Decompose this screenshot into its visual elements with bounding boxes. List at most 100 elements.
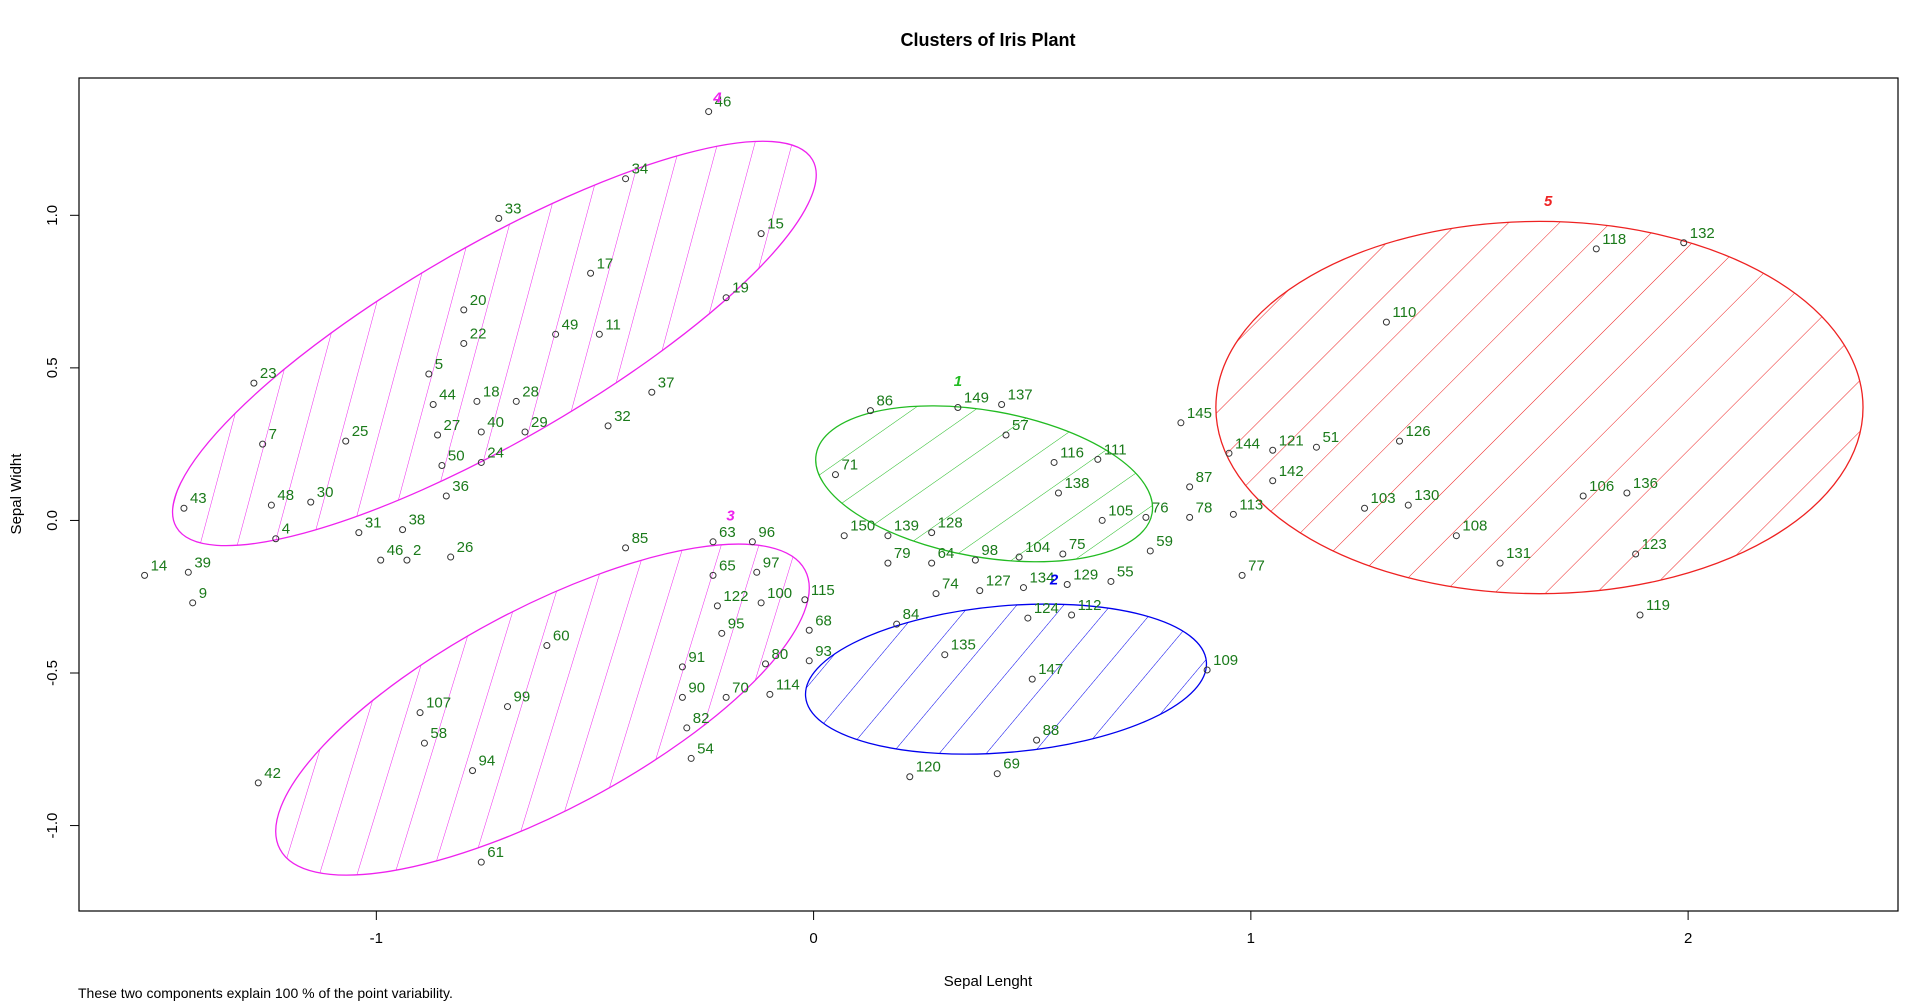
point-label-44: 44 xyxy=(439,386,456,403)
point-68 xyxy=(805,626,813,634)
point-label-30: 30 xyxy=(317,484,334,501)
point-label-68: 68 xyxy=(815,612,832,629)
point-label-132: 132 xyxy=(1690,225,1715,242)
point-122 xyxy=(713,602,721,610)
point-label-99: 99 xyxy=(514,689,531,706)
point-label-4: 4 xyxy=(282,521,290,538)
point-78 xyxy=(1186,513,1194,521)
point-69 xyxy=(993,770,1001,778)
point-116 xyxy=(1050,458,1058,466)
point-74 xyxy=(932,590,940,598)
point-90 xyxy=(678,693,686,701)
point-64 xyxy=(928,559,936,567)
point-149 xyxy=(954,404,962,412)
point-34 xyxy=(622,175,630,183)
point-93 xyxy=(805,657,813,665)
point-label-149: 149 xyxy=(964,390,989,407)
point-label-128: 128 xyxy=(938,515,963,532)
point-label-33: 33 xyxy=(505,200,522,217)
point-label-126: 126 xyxy=(1406,423,1431,440)
point-label-138: 138 xyxy=(1064,475,1089,492)
point-14 xyxy=(141,571,149,579)
point-145 xyxy=(1177,419,1185,427)
plot-frame xyxy=(78,77,1899,912)
point-label-105: 105 xyxy=(1108,502,1133,519)
point-label-111: 111 xyxy=(1104,441,1127,458)
cluster-labels: 1 2 3 4 5 xyxy=(712,89,1553,588)
point-label-7: 7 xyxy=(269,426,277,443)
point-15 xyxy=(757,230,765,238)
point-131 xyxy=(1496,559,1504,567)
point-129 xyxy=(1063,581,1071,589)
point-37 xyxy=(648,388,656,396)
chart-title: Clusters of Iris Plant xyxy=(900,30,1075,50)
point-136 xyxy=(1623,489,1631,497)
point-139 xyxy=(884,532,892,540)
point-71 xyxy=(831,471,839,479)
cluster-2-label: 2 xyxy=(1049,572,1059,589)
point-24 xyxy=(477,458,485,466)
x-axis-label: Sepal Lenght xyxy=(944,973,1033,990)
y-tick-label: 1.0 xyxy=(44,205,61,226)
point-label-28: 28 xyxy=(522,383,539,400)
point-label-58: 58 xyxy=(430,725,447,742)
point-label-64: 64 xyxy=(938,545,955,562)
point-label-119: 119 xyxy=(1646,597,1670,614)
point-46 xyxy=(377,556,385,564)
point-103 xyxy=(1361,504,1369,512)
variability-caption: These two components explain 100 % of th… xyxy=(78,985,453,1001)
point-39 xyxy=(184,568,192,576)
point-label-27: 27 xyxy=(444,417,461,434)
point-7 xyxy=(259,440,267,448)
point-label-118: 118 xyxy=(1602,231,1626,248)
point-label-63: 63 xyxy=(719,524,736,541)
point-110 xyxy=(1382,318,1390,326)
point-label-145: 145 xyxy=(1187,405,1212,422)
point-label-31: 31 xyxy=(365,515,382,532)
point-49 xyxy=(552,330,560,338)
point-label-17: 17 xyxy=(597,255,614,272)
point-4 xyxy=(272,535,280,543)
point-label-46: 46 xyxy=(387,542,404,559)
y-tick-label: 0.5 xyxy=(44,357,61,378)
cluster-4-label: 4 xyxy=(712,89,722,106)
point-label-103: 103 xyxy=(1371,490,1396,507)
cluster-3-ellipse xyxy=(275,543,810,876)
point-label-70: 70 xyxy=(732,679,749,696)
point-label-5: 5 xyxy=(435,356,443,373)
point-label-24: 24 xyxy=(487,444,504,461)
point-label-134: 134 xyxy=(1029,570,1054,587)
point-100 xyxy=(757,599,765,607)
point-96 xyxy=(748,538,756,546)
point-label-97: 97 xyxy=(763,554,780,571)
point-label-108: 108 xyxy=(1462,518,1487,535)
point-104 xyxy=(1015,553,1023,561)
point-76 xyxy=(1142,513,1150,521)
point-85 xyxy=(622,544,630,552)
point-label-77: 77 xyxy=(1248,557,1265,574)
y-tick-label: -0.5 xyxy=(44,660,61,686)
point-23 xyxy=(250,379,258,387)
point-label-110: 110 xyxy=(1392,304,1416,321)
point-22 xyxy=(460,339,468,347)
point-label-130: 130 xyxy=(1414,487,1439,504)
point-label-54: 54 xyxy=(697,740,714,757)
point-label-123: 123 xyxy=(1642,536,1667,553)
cluster-5-ellipse xyxy=(1215,220,1864,595)
point-98 xyxy=(971,556,979,564)
point-label-75: 75 xyxy=(1069,536,1086,553)
point-label-113: 113 xyxy=(1239,496,1263,513)
point-label-34: 34 xyxy=(632,161,649,178)
x-tick-label: 0 xyxy=(809,930,817,947)
point-32 xyxy=(604,422,612,430)
point-9 xyxy=(189,599,197,607)
point-11 xyxy=(595,330,603,338)
point-20 xyxy=(460,306,468,314)
point-label-20: 20 xyxy=(470,292,487,309)
point-label-95: 95 xyxy=(728,615,745,632)
point-127 xyxy=(976,587,984,595)
point-label-18: 18 xyxy=(483,383,500,400)
point-label-85: 85 xyxy=(632,530,649,547)
point-119 xyxy=(1636,611,1644,619)
